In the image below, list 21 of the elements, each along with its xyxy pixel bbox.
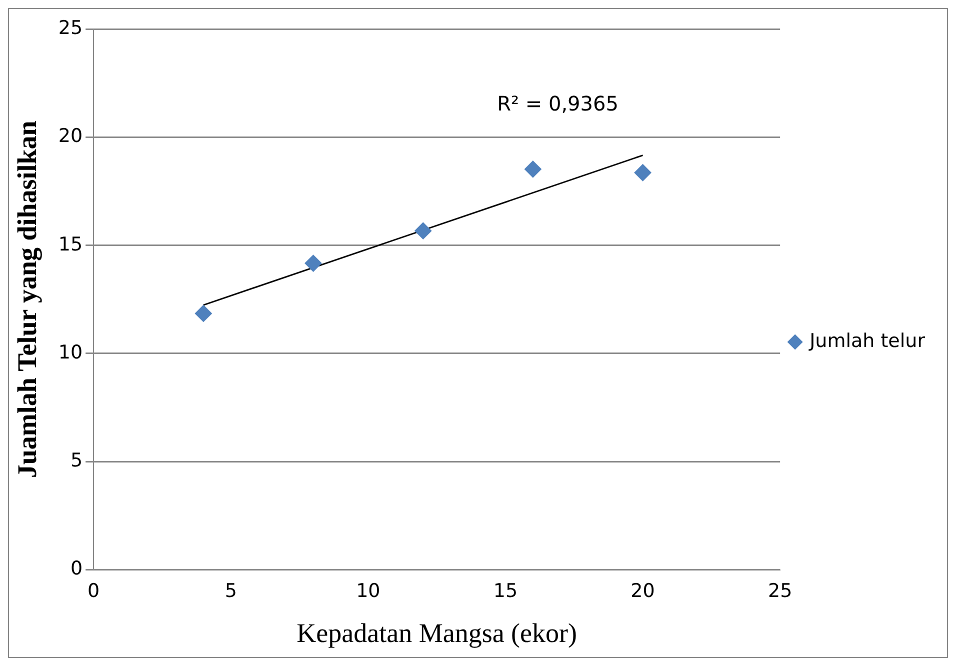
annotation: R² = 0,9365 (497, 92, 618, 116)
x-tick-label: 25 (768, 580, 792, 602)
point (194, 304, 212, 322)
point (304, 254, 322, 272)
x-tick-label: 0 (88, 580, 100, 602)
y-tick-label: 15 (58, 233, 83, 256)
x-tick-label: 20 (630, 580, 655, 602)
point (524, 160, 542, 178)
x-tick-label: 10 (356, 580, 380, 602)
x-tick-label: 15 (493, 580, 518, 602)
y-tick-label: 20 (58, 125, 83, 148)
y-tick-label: 25 (58, 16, 83, 39)
x-axis-title: Kepadatan Mangsa (ekor) (296, 618, 578, 648)
x-tick-label: 5 (224, 580, 237, 602)
y-tick-label: 10 (58, 341, 83, 364)
y-axis-title: Juamlah Telur yang dihasilkan (12, 120, 42, 478)
y-tick-label: 0 (70, 558, 83, 580)
legend-label: Jumlah telur (808, 330, 926, 352)
point (634, 164, 652, 182)
y-tick-label: 5 (70, 450, 83, 472)
point (414, 222, 432, 240)
